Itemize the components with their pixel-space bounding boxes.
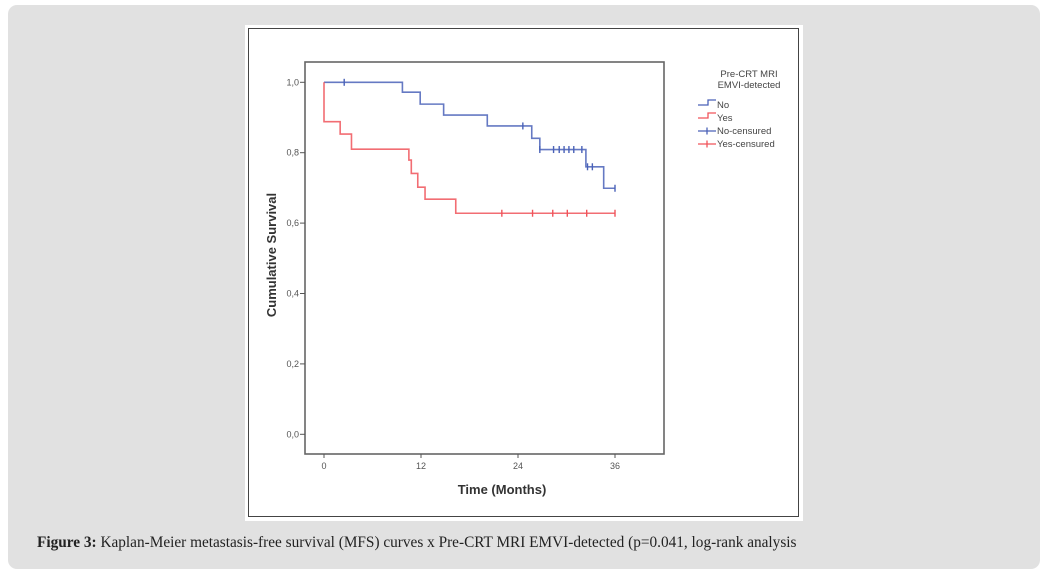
legend-label: Yes [717,113,733,124]
series-layer [323,78,616,217]
legend-title: Pre-CRT MRI [720,69,777,80]
y-tick-label: 0,0 [286,429,299,439]
legend-item-yes-censured: Yes-censured [698,139,775,150]
y-tick-label: 1,0 [286,77,299,87]
survival-curve-yes [323,82,615,215]
legend-label: No-censured [717,126,771,137]
legend-label: Yes-censured [717,139,775,150]
y-tick-label: 0,2 [286,359,299,369]
figure-caption: Figure 3: Kaplan-Meier metastasis-free s… [37,534,937,552]
plot-frame [304,61,665,455]
series-no [324,78,616,192]
figure-border [248,28,799,517]
legend-item-no-censured: No-censured [698,126,771,137]
x-tick-label: 12 [416,461,426,471]
axes: 0,0 0,2 0,4 0,6 0,8 1,0 0 12 24 36 [286,61,665,471]
figure-caption-text: Kaplan-Meier metastasis-free survival (M… [96,534,797,551]
y-axis-title: Cumulative Survival [264,193,279,317]
figure-image: 0,0 0,2 0,4 0,6 0,8 1,0 0 12 24 36 Pre-CRT MRI EMV… [245,25,803,521]
legend-swatch-step [698,99,716,106]
y-tick-label: 0,8 [286,148,299,158]
kaplan-meier-chart: 0,0 0,2 0,4 0,6 0,8 1,0 0 12 24 36 Pre-CRT MRIEMV… [264,61,780,497]
x-tick-label: 0 [321,461,326,471]
legend-item-no: No [698,99,729,111]
figure-caption-label: Figure 3: [37,534,97,551]
legend-item-yes: Yes [698,112,733,124]
x-tick-label: 24 [513,461,523,471]
legend-label: No [717,100,729,111]
legend-swatch-step [698,112,716,119]
survival-curve-no [324,81,615,190]
y-tick-label: 0,6 [286,218,299,228]
y-tick-label: 0,4 [286,289,299,299]
series-yes [323,82,616,217]
legend-title: EMVI-detected [718,80,781,91]
x-axis-title: Time (Months) [458,482,547,497]
x-tick-label: 36 [610,461,620,471]
